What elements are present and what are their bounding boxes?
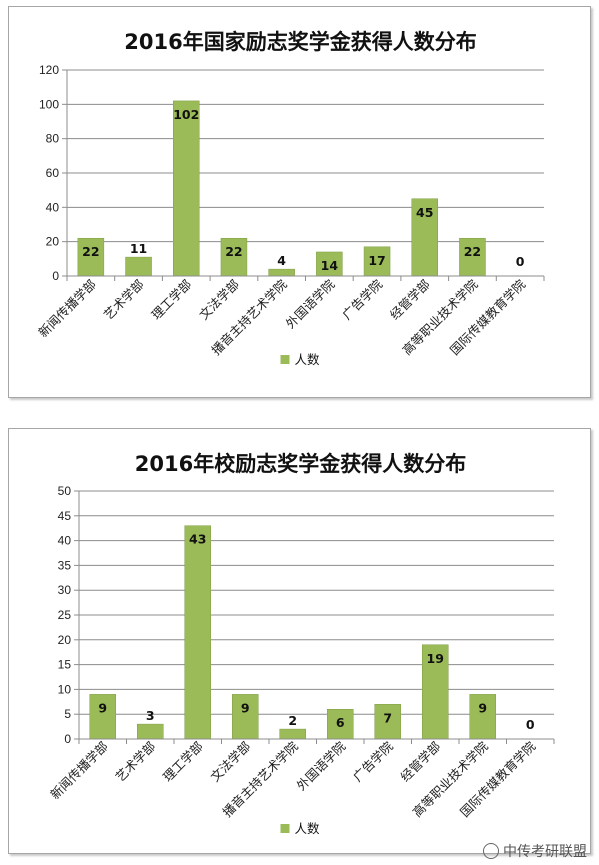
data-label: 0 [526, 717, 535, 732]
chart-title: 2016年校励志奖学金获得人数分布 [135, 452, 466, 476]
bar [363, 246, 391, 277]
data-label: 102 [173, 107, 199, 122]
category-label: 理工学部 [160, 739, 206, 785]
y-tick-label: 80 [46, 132, 60, 146]
bar [184, 525, 211, 740]
data-label: 9 [98, 700, 107, 715]
bar [459, 237, 486, 277]
legend-label: 人数 [295, 821, 321, 836]
category-label: 新闻传播学部 [35, 277, 99, 341]
y-tick-label: 40 [46, 200, 60, 214]
legend-swatch [280, 355, 290, 364]
data-label: 3 [146, 708, 155, 723]
bar [77, 237, 105, 277]
category-label: 经管学部 [387, 277, 433, 323]
category-label: 外国语学院 [283, 276, 338, 331]
data-label: 2 [288, 713, 297, 728]
data-label: 43 [189, 532, 206, 547]
data-label: 14 [321, 258, 339, 273]
y-tick-label: 120 [39, 63, 59, 77]
bar [89, 694, 116, 740]
bar [125, 256, 152, 277]
category-label: 广告学院 [339, 276, 385, 322]
bar [316, 251, 343, 277]
data-label: 6 [336, 715, 345, 730]
bar [374, 704, 401, 740]
data-label: 9 [478, 700, 487, 715]
data-label: 45 [416, 205, 433, 220]
chart-school-svg: 2016年校励志奖学金获得人数分布051015202530354045509新闻… [47, 452, 555, 836]
category-label: 新闻传播学部 [47, 739, 111, 803]
y-tick-label: 0 [52, 269, 59, 283]
bar [137, 723, 164, 740]
bar [422, 644, 449, 740]
data-label: 0 [516, 254, 525, 269]
legend-swatch [280, 824, 290, 833]
data-label: 4 [277, 253, 286, 268]
y-tick-label: 40 [58, 534, 72, 548]
legend-label: 人数 [295, 352, 321, 367]
chart-national-svg: 2016年国家励志奖学金获得人数分布02040608010012022新闻传播学… [35, 30, 545, 367]
y-tick-label: 10 [58, 682, 72, 696]
y-tick-label: 0 [64, 732, 71, 746]
bar [220, 237, 248, 277]
y-tick-label: 60 [46, 166, 60, 180]
data-label: 17 [368, 253, 385, 268]
category-label: 文法学部 [207, 739, 253, 785]
bar [411, 198, 438, 277]
bar [279, 728, 306, 740]
wechat-icon [483, 843, 499, 859]
y-tick-label: 15 [58, 658, 72, 672]
category-label: 广告学院 [350, 738, 396, 784]
data-label: 11 [130, 241, 147, 256]
data-label: 9 [241, 700, 250, 715]
category-label: 艺术学部 [112, 739, 158, 785]
bar [327, 708, 354, 740]
bar [173, 100, 200, 277]
category-label: 外国语学院 [294, 738, 349, 793]
y-tick-label: 20 [58, 633, 72, 647]
y-tick-label: 25 [58, 608, 72, 622]
watermark-text: 中传考研联盟 [503, 844, 587, 860]
bar [268, 268, 295, 277]
y-tick-label: 50 [58, 484, 72, 498]
watermark: 中传考研联盟 [483, 841, 587, 861]
y-tick-label: 35 [58, 558, 72, 572]
data-label: 22 [464, 244, 481, 259]
y-tick-label: 30 [58, 583, 72, 597]
category-label: 理工学部 [148, 277, 194, 323]
data-label: 19 [427, 651, 444, 666]
chart-title: 2016年国家励志奖学金获得人数分布 [124, 30, 476, 54]
y-tick-label: 100 [39, 97, 59, 111]
chart-panel-school: 2016年校励志奖学金获得人数分布 0 5 10 15 20 25 30 35 40 45 50 9 新闻… [8, 428, 591, 854]
y-tick-label: 20 [46, 235, 60, 249]
y-tick-label: 45 [58, 509, 72, 523]
chart-panel-national: 2016年国家励志奖学金获得人数分布 0 20 40 60 80 100 120 22 新闻传播学… [8, 6, 591, 398]
data-label: 22 [225, 244, 242, 259]
category-label: 经管学部 [397, 739, 443, 785]
y-tick-label: 5 [64, 707, 71, 721]
data-label: 22 [82, 244, 99, 259]
bar [232, 694, 259, 740]
bar [469, 694, 496, 740]
category-label: 文法学部 [196, 277, 242, 323]
data-label: 7 [383, 710, 392, 725]
category-label: 艺术学部 [101, 277, 147, 323]
